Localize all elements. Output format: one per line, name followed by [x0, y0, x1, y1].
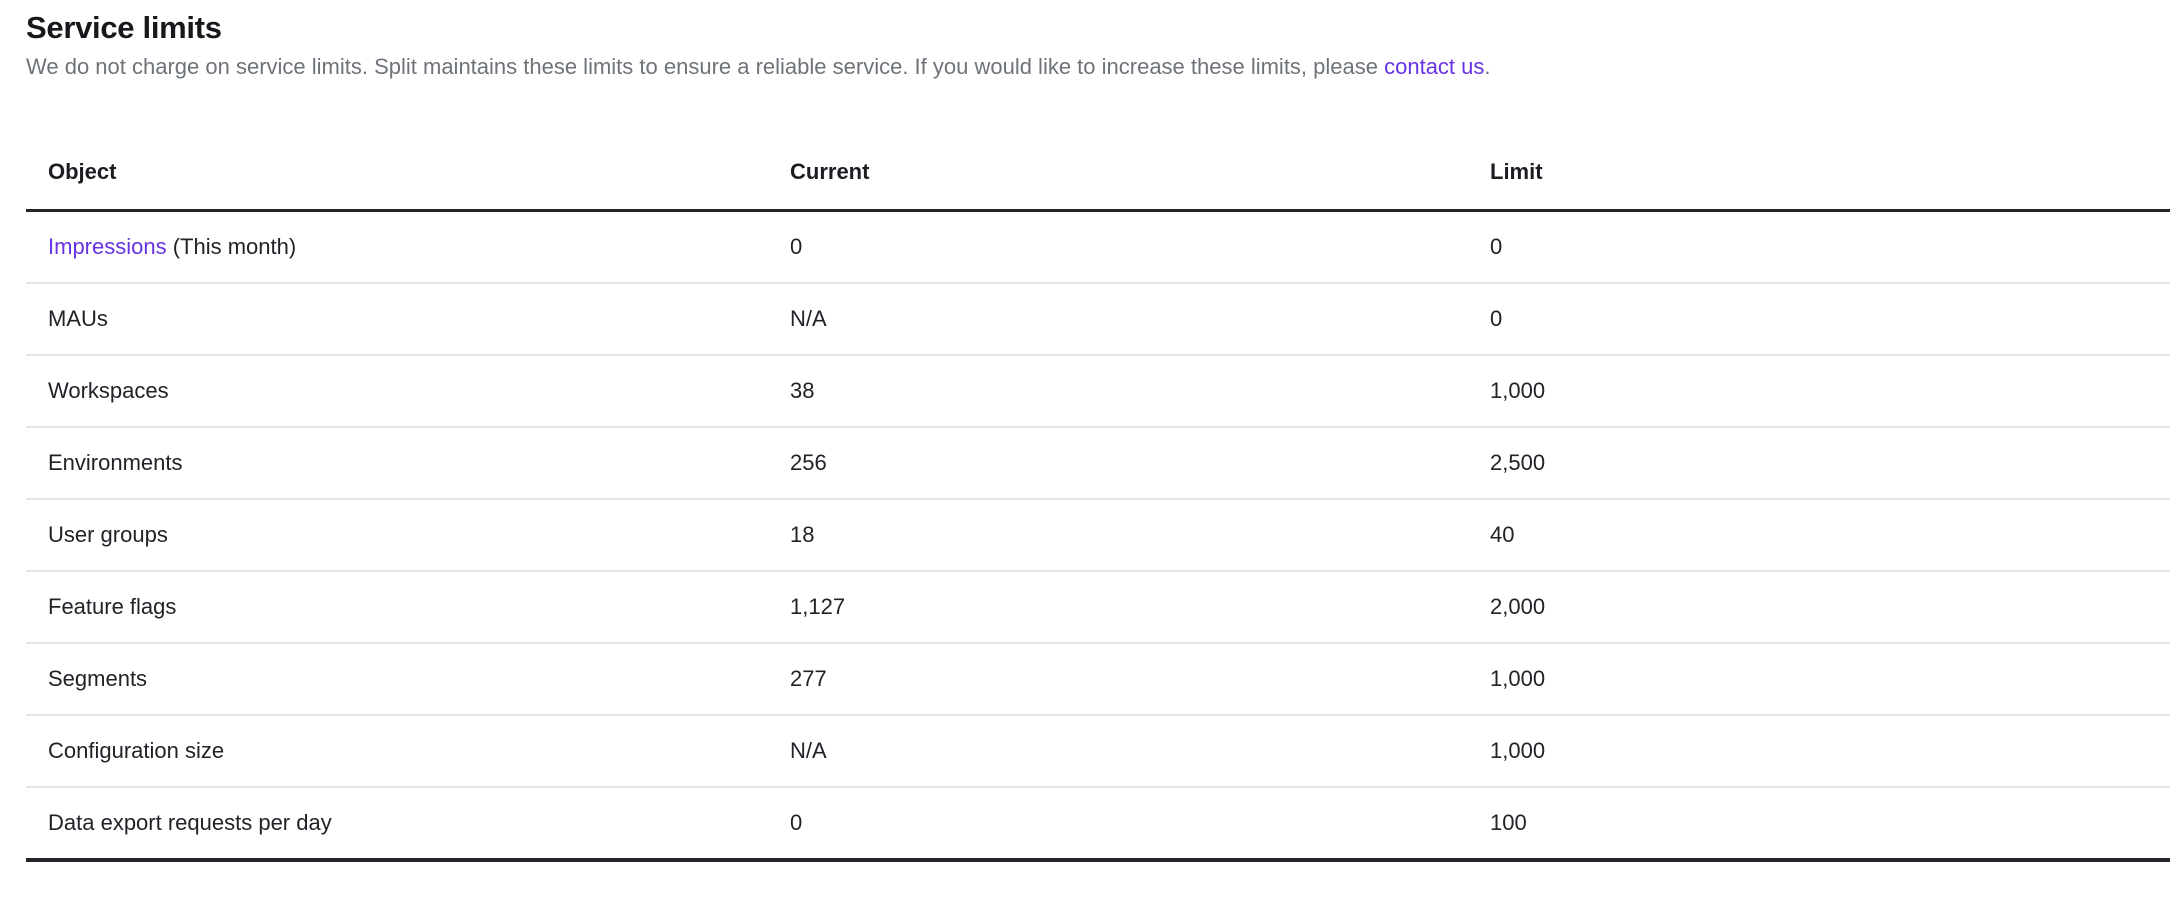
- table-row-environments: Environments 256 2,500: [26, 428, 2170, 500]
- object-cell: MAUs: [48, 306, 108, 331]
- current-cell: 18: [790, 522, 815, 547]
- limit-cell: 1,000: [1490, 378, 1546, 403]
- column-header-current: Current: [790, 158, 870, 184]
- table-body: Impressions (This month) 0 0 MAUs N/A 0 …: [26, 212, 2170, 862]
- current-cell: N/A: [790, 738, 827, 763]
- impressions-link[interactable]: Impressions: [48, 234, 167, 259]
- page-description-text: We do not charge on service limits. Spli…: [26, 54, 1385, 79]
- object-cell: Workspaces: [48, 378, 169, 403]
- table-row-feature-flags: Feature flags 1,127 2,000: [26, 572, 2170, 644]
- object-cell: Environments: [48, 450, 183, 475]
- page-title: Service limits: [26, 10, 222, 45]
- table-row-segments: Segments 277 1,000: [26, 644, 2170, 716]
- object-cell: Configuration size: [48, 738, 225, 763]
- object-cell: Segments: [48, 666, 148, 691]
- contact-us-link[interactable]: contact us: [1384, 54, 1485, 79]
- table-row-maus: MAUs N/A 0: [26, 284, 2170, 356]
- table-row-impressions: Impressions (This month) 0 0: [26, 212, 2170, 284]
- page-description-period: .: [1484, 54, 1491, 79]
- current-cell: 38: [790, 378, 815, 403]
- limit-cell: 2,000: [1490, 594, 1546, 619]
- service-limits-table: Object Current Limit Impressions (This m…: [26, 134, 2170, 862]
- table-row-workspaces: Workspaces 38 1,000: [26, 356, 2170, 428]
- current-cell: 0: [790, 234, 803, 259]
- object-cell: Data export requests per day: [48, 810, 332, 835]
- limit-cell: 0: [1490, 306, 1503, 331]
- limit-cell: 2,500: [1490, 450, 1546, 475]
- table-row-user-groups: User groups 18 40: [26, 500, 2170, 572]
- object-suffix: (This month): [166, 234, 297, 259]
- current-cell: 0: [790, 810, 803, 835]
- limit-cell: 0: [1490, 234, 1503, 259]
- object-cell: Feature flags: [48, 594, 177, 619]
- current-cell: 1,127: [790, 594, 846, 619]
- column-header-limit: Limit: [1490, 158, 1543, 184]
- object-cell: User groups: [48, 522, 168, 547]
- object-cell: Impressions (This month): [26, 234, 768, 260]
- limit-cell: 1,000: [1490, 738, 1546, 763]
- current-cell: 256: [790, 450, 827, 475]
- table-row-configuration-size: Configuration size N/A 1,000: [26, 716, 2170, 788]
- column-header-object: Object: [48, 158, 117, 184]
- limit-cell: 40: [1490, 522, 1515, 547]
- service-limits-page: Service limits We do not charge on servi…: [0, 8, 2180, 862]
- limit-cell: 1,000: [1490, 666, 1546, 691]
- table-row-data-export-requests: Data export requests per day 0 100: [26, 788, 2170, 862]
- limit-cell: 100: [1490, 810, 1527, 835]
- current-cell: 277: [790, 666, 827, 691]
- table-header-row: Object Current Limit: [26, 134, 2170, 212]
- page-description: We do not charge on service limits. Spli…: [26, 52, 2170, 82]
- current-cell: N/A: [790, 306, 827, 331]
